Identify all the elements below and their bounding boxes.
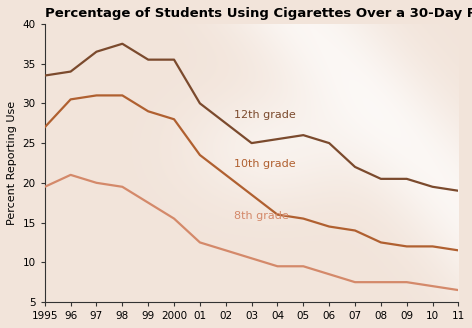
Text: Percentage of Students Using Cigarettes Over a 30-Day Period, 1995–2011: Percentage of Students Using Cigarettes …: [45, 7, 472, 20]
Text: 8th grade: 8th grade: [234, 211, 288, 221]
Text: 12th grade: 12th grade: [234, 110, 295, 120]
Text: 10th grade: 10th grade: [234, 159, 295, 169]
Y-axis label: Percent Reporting Use: Percent Reporting Use: [7, 101, 17, 225]
